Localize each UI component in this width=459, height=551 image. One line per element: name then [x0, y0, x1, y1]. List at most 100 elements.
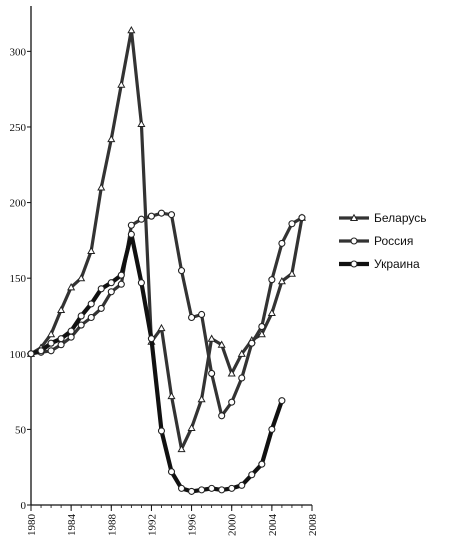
data-point — [207, 334, 216, 342]
data-point — [298, 214, 306, 222]
data-point — [167, 211, 176, 219]
data-point — [67, 283, 76, 291]
data-point — [237, 349, 246, 357]
data-point — [238, 481, 246, 489]
data-point — [137, 119, 146, 128]
y-tick-label: 200 — [10, 198, 27, 210]
x-tick-label: 2004 — [267, 514, 279, 537]
legend-label: Россия — [374, 234, 413, 248]
data-point — [268, 425, 276, 433]
legend-item: Россия — [339, 234, 413, 248]
data-point — [197, 394, 206, 403]
x-tick-label: 1984 — [66, 514, 78, 537]
data-point — [258, 323, 266, 331]
data-point — [137, 279, 145, 287]
data-point — [167, 468, 176, 476]
data-point — [157, 427, 166, 435]
y-tick-label: 250 — [10, 122, 27, 134]
data-point — [87, 300, 95, 308]
data-point — [198, 486, 206, 494]
data-point — [117, 271, 125, 279]
series-line — [29, 28, 304, 451]
series-line — [29, 211, 304, 418]
legend-marker — [349, 213, 359, 222]
data-point — [47, 329, 56, 338]
data-point — [157, 323, 166, 332]
data-point — [217, 340, 226, 348]
series-1 — [26, 25, 307, 453]
data-point — [127, 25, 136, 34]
chart-series — [26, 25, 307, 495]
data-point — [278, 397, 286, 405]
data-point — [228, 398, 236, 406]
data-point — [57, 305, 66, 313]
series-line — [28, 232, 284, 494]
series-2 — [27, 209, 306, 420]
data-point — [218, 486, 226, 494]
data-point — [287, 269, 296, 277]
x-tick-label: 1996 — [187, 514, 199, 537]
legend-item: Украина — [339, 257, 420, 271]
data-point — [257, 329, 266, 338]
data-point — [97, 285, 105, 293]
data-point — [27, 350, 35, 358]
chart-axes: 0 50 100 150 200 250 300 1980 1984 1988 1992 1996 20… — [10, 6, 319, 537]
data-point — [198, 310, 206, 319]
y-tick-label: 50 — [15, 424, 27, 436]
y-tick-label: 150 — [10, 273, 27, 285]
legend-label: Украина — [374, 257, 420, 271]
y-tick-label: 300 — [10, 46, 27, 58]
data-point — [157, 209, 166, 217]
data-point — [248, 471, 256, 479]
data-point — [167, 391, 176, 400]
data-point — [208, 369, 216, 377]
data-point — [267, 308, 276, 317]
data-point — [277, 276, 286, 285]
y-tick-label: 100 — [10, 349, 27, 361]
data-point — [37, 347, 45, 355]
data-point — [187, 423, 196, 431]
data-point — [67, 327, 75, 335]
data-point — [87, 313, 95, 322]
data-point — [47, 339, 55, 347]
data-point — [77, 312, 85, 320]
x-tick-label: 2008 — [307, 514, 319, 537]
data-point — [97, 304, 105, 312]
data-point — [77, 321, 85, 329]
data-point — [87, 246, 96, 255]
data-point — [97, 183, 106, 191]
data-point — [117, 80, 126, 88]
data-point — [147, 212, 155, 220]
legend-item: Беларусь — [339, 211, 426, 225]
data-point — [177, 267, 186, 275]
legend-label: Беларусь — [374, 211, 426, 225]
data-point — [177, 444, 186, 453]
x-tick-label: 1988 — [106, 514, 118, 537]
legend-marker — [350, 260, 358, 268]
data-point — [107, 279, 115, 287]
x-tick-label: 1980 — [26, 514, 38, 537]
data-point — [107, 134, 116, 143]
data-point — [117, 280, 125, 288]
data-point — [47, 347, 55, 355]
data-point — [218, 412, 226, 420]
data-point — [228, 484, 236, 492]
data-point — [77, 273, 86, 282]
data-point — [258, 460, 266, 468]
data-point — [57, 335, 65, 343]
data-point — [137, 215, 145, 223]
chart-legend: Беларусь Россия Украина — [339, 211, 426, 271]
data-point — [57, 341, 65, 349]
data-point — [268, 276, 276, 284]
data-point — [188, 487, 196, 495]
data-point — [127, 230, 135, 238]
data-point — [147, 335, 155, 343]
data-point — [188, 313, 196, 322]
series-3 — [27, 230, 286, 495]
data-point — [288, 220, 296, 228]
data-point — [208, 484, 216, 492]
data-point — [248, 339, 256, 347]
data-point — [227, 369, 236, 377]
y-tick-label: 0 — [21, 500, 27, 512]
